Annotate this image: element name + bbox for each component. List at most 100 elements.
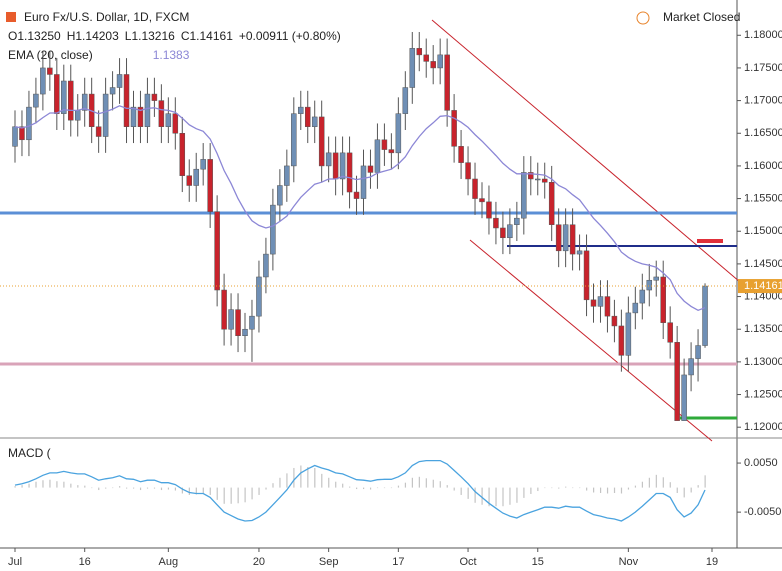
candle-body	[535, 178, 541, 181]
chart-title: Euro Fx/U.S. Dollar, 1D, FXCM	[24, 10, 189, 24]
drawings	[0, 19, 741, 442]
candle-body	[625, 312, 632, 356]
x-tick-label: Aug	[159, 556, 179, 568]
candle-body	[33, 93, 39, 108]
macd-histogram-bar	[648, 477, 650, 488]
macd-histogram-bar	[209, 487, 211, 495]
candle-body	[109, 87, 116, 95]
macd-histogram-bar	[565, 486, 567, 488]
macd-histogram-bar	[641, 481, 643, 488]
last-price-box	[738, 279, 782, 294]
macd-histogram-bar	[509, 487, 511, 505]
market-status: Market Closed	[663, 10, 740, 24]
macd-histogram-bar	[174, 487, 177, 491]
macd-histogram-bar	[613, 487, 616, 493]
macd-histogram-bar	[237, 487, 239, 504]
macd-histogram-bar	[404, 482, 407, 488]
candle-body	[325, 152, 332, 167]
macd-histogram-bar	[153, 487, 156, 489]
symbol-icon	[6, 12, 16, 22]
candle-body	[207, 159, 213, 212]
candle-body	[81, 93, 88, 111]
candle-body	[95, 126, 102, 137]
macd-histogram-bar	[676, 487, 678, 493]
candle-body	[395, 113, 402, 154]
candle-body	[130, 106, 137, 127]
channel-upper	[431, 19, 741, 283]
macd-histogram-bar	[272, 483, 274, 488]
channel-lower	[469, 239, 713, 442]
macd-histogram-bar	[418, 476, 420, 488]
macd-histogram-bar	[77, 485, 79, 488]
candle-body	[486, 201, 492, 219]
macd-histogram-bar	[446, 485, 448, 488]
candle-body	[249, 315, 255, 330]
macd-histogram-bar	[202, 487, 204, 493]
candle-body	[298, 106, 304, 114]
y-tick-label: 1.15000	[744, 225, 782, 237]
macd-histogram-bar	[223, 487, 225, 504]
macd-histogram-bar	[279, 477, 281, 488]
macd-histogram-bar	[467, 487, 469, 499]
macd-histogram-bar	[690, 487, 692, 493]
candle-body	[12, 126, 18, 147]
macd-histogram-bar	[216, 487, 218, 500]
candle-body	[583, 250, 590, 301]
macd-histogram-bar	[704, 475, 706, 488]
macd-histogram-bar	[293, 467, 295, 488]
y-tick-label: 1.17500	[744, 62, 782, 74]
macd-histogram-bar	[488, 487, 490, 507]
macd-histogram-bar	[572, 487, 574, 489]
macd-histogram-bar	[383, 487, 386, 489]
macd-histogram-bar	[84, 485, 86, 488]
macd-histogram-bar	[258, 487, 260, 495]
y-tick-label: 0.0050	[744, 457, 778, 469]
candle-body	[193, 168, 199, 186]
candle-body	[263, 253, 269, 278]
candle-body	[277, 185, 283, 206]
macd-histogram-bar	[342, 483, 344, 488]
candle-body	[416, 48, 423, 56]
macd-histogram-bar	[397, 485, 400, 488]
candle-body	[284, 165, 290, 186]
candle-body	[228, 309, 234, 330]
candle-body	[68, 80, 74, 121]
macd-histogram-bar	[502, 487, 504, 507]
macd-histogram-bar	[606, 487, 609, 494]
candle-body	[569, 224, 576, 255]
macd-histogram-bar	[544, 487, 546, 489]
candle-body	[165, 113, 172, 127]
macd-histogram-bar	[307, 466, 309, 488]
indicator-label: MACD (	[8, 446, 51, 460]
macd-histogram-bar	[160, 487, 163, 491]
candle-body	[235, 309, 241, 337]
macd-histogram-bar	[662, 477, 664, 488]
candle-body	[521, 172, 527, 219]
candle-body	[291, 113, 297, 167]
candle-body	[40, 67, 46, 95]
candle-body	[646, 279, 653, 291]
candle-body	[653, 276, 659, 281]
macd-histogram-bar	[105, 487, 107, 489]
candle-body	[430, 61, 436, 69]
macd-histogram-bar	[523, 487, 525, 498]
macd-histogram-bar	[56, 481, 58, 488]
candle-body	[54, 74, 60, 114]
last-price-label: 1.14161	[744, 280, 782, 292]
candle-body	[674, 342, 680, 421]
candle-body	[374, 139, 381, 173]
macd-histogram-bar	[558, 487, 560, 489]
macd-histogram-bar	[453, 487, 455, 491]
macd-histogram-bar	[112, 487, 114, 489]
macd-histogram-bar	[593, 487, 595, 493]
y-tick-label: 1.17000	[744, 95, 782, 107]
macd-histogram-bar	[328, 477, 330, 488]
macd-histogram-bar	[91, 487, 93, 489]
candle-body	[74, 110, 81, 121]
macd-histogram-bar	[21, 485, 23, 488]
candle-body	[688, 358, 694, 376]
candle-body	[437, 54, 443, 69]
candle-body	[604, 296, 611, 317]
macd-histogram-bar	[599, 487, 602, 493]
